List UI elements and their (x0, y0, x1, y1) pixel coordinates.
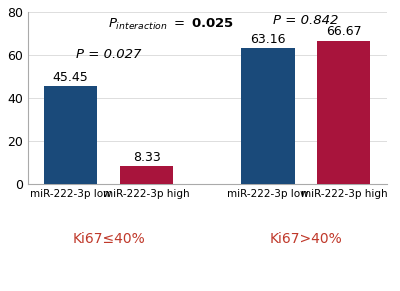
Text: 45.45: 45.45 (53, 71, 88, 84)
Bar (44, 86, 97, 184)
Text: 66.67: 66.67 (326, 25, 362, 38)
Text: P = 0.027: P = 0.027 (76, 48, 141, 61)
Text: Ki67>40%: Ki67>40% (270, 232, 342, 246)
Text: $\mathit{P}_{\mathit{interaction}}$ $=$ $\mathbf{0.025}$: $\mathit{P}_{\mathit{interaction}}$ $=$ … (108, 17, 234, 32)
Bar (120, 166, 173, 184)
Text: P = 0.842: P = 0.842 (273, 14, 339, 27)
Text: Ki67≤40%: Ki67≤40% (72, 232, 145, 246)
Bar (242, 48, 294, 184)
Text: 8.33: 8.33 (133, 150, 160, 164)
Bar (317, 41, 370, 184)
Text: 63.16: 63.16 (250, 33, 286, 46)
